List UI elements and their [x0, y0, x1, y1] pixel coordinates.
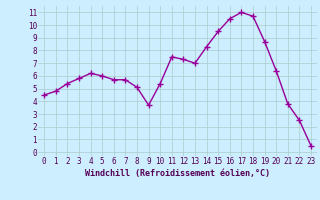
X-axis label: Windchill (Refroidissement éolien,°C): Windchill (Refroidissement éolien,°C) [85, 169, 270, 178]
